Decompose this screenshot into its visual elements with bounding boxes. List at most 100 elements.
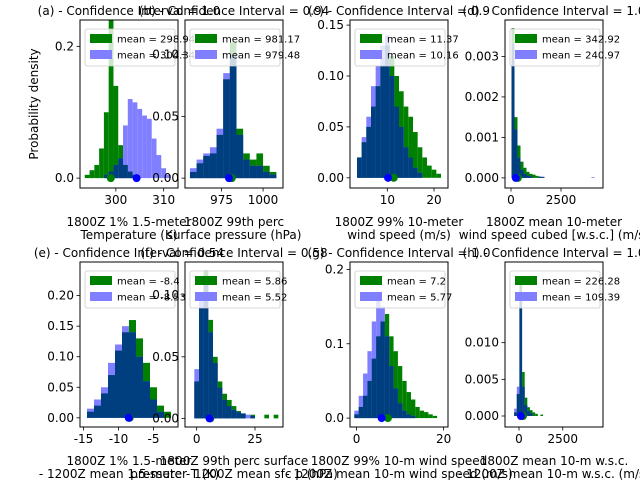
legend-swatch-2 (360, 292, 382, 301)
x-axis-label: 1800Z 99% 10-meter (335, 215, 464, 229)
plot-area (354, 299, 438, 419)
x-axis-label: Temperature (K) (79, 228, 177, 242)
mean-marker-series-2 (124, 413, 133, 422)
legend-entry-2: mean = 109.39 (542, 293, 620, 304)
plot-area (357, 35, 441, 178)
histogram-overlap-bar (519, 291, 523, 416)
histogram-overlap-bar (150, 399, 157, 418)
legend: mean = 342.92 mean = 240.97 (509, 28, 620, 67)
histogram-bar-series-2 (166, 174, 171, 179)
histogram-bar-series-1 (529, 410, 533, 416)
histogram-bar-series-1 (532, 174, 536, 178)
y-tick-label: 0.001 (465, 130, 499, 144)
y-tick-label: 0.0 (325, 411, 344, 425)
histogram-overlap-bar (389, 366, 394, 419)
x-tick-label: -5 (148, 432, 160, 446)
histogram-overlap-bar (410, 415, 416, 419)
mean-marker-series-2 (511, 173, 520, 182)
x-tick-label: -15 (74, 432, 94, 446)
legend-entry-1: mean = 11.37 (387, 35, 459, 46)
chart-panel-b: 975 1000 0.00 0.05 0.10 (b) - Confidence Inte… (139, 4, 330, 242)
histogram-overlap-bar (357, 157, 362, 178)
histogram-bar-series-1 (410, 399, 416, 419)
histogram-overlap-bar (408, 157, 413, 178)
x-axis-label: 1800Z 99th perc surface (160, 454, 308, 468)
histogram-overlap-bar (127, 171, 133, 179)
x-tick-label: 0 (515, 432, 523, 446)
x-tick-label: 975 (210, 193, 233, 207)
histogram-overlap-bar (367, 380, 372, 419)
histogram-bar-series-1 (532, 412, 536, 416)
y-tick-label: 0.10 (152, 288, 179, 302)
y-tick-label: 0.2 (55, 39, 74, 53)
legend-swatch-2 (195, 292, 217, 301)
histogram-overlap-bar (523, 173, 527, 178)
x-axis-label: 1800Z 99th perc (184, 215, 284, 229)
histogram-overlap-bar (399, 126, 404, 178)
histogram-bar-series-1 (89, 170, 95, 179)
histogram-overlap-bar (113, 164, 119, 179)
y-tick-label: 0.10 (317, 69, 344, 83)
histogram-bar-series-1 (428, 414, 433, 419)
legend-entry-2: mean = 240.97 (542, 51, 620, 62)
axes-frame (184, 19, 284, 189)
histogram-overlap-bar (227, 406, 232, 419)
chart-panel-c: 10 20 0.00 0.05 0.10 0.15(c) - Confidence Int… (308, 4, 490, 242)
y-tick-label: 0.05 (317, 120, 344, 134)
y-tick-label: 0.000 (465, 171, 499, 185)
chart-panel-h: 0 2500 0.000 0.005 0.010 (h) - Confidence Int… (458, 246, 640, 480)
histogram-overlap-bar (101, 393, 108, 418)
chart-panel-e: -15 -10 -5 0.00 0.05 0.10 0.15 0.20 (e) - Confid… (34, 246, 224, 480)
mean-marker-series-2 (516, 412, 525, 420)
histogram-overlap-bar (385, 45, 390, 178)
histogram-bar-series-2 (245, 414, 251, 419)
x-tick-label: 10 (380, 193, 395, 207)
x-axis-label: wind speed cubed [w.s.c.] (m/s) (459, 228, 640, 242)
histogram-bar-series-1 (108, 20, 114, 179)
histogram-bar-series-2 (137, 108, 143, 179)
x-axis-label: pressure - 1200Z mean sfc p (hPa) (130, 467, 338, 480)
x-axis-label: surface pressure (hPa) (167, 228, 302, 242)
histogram-bar-series-1 (535, 413, 538, 416)
histogram-bar-series-1 (431, 169, 437, 178)
histogram-overlap-bar (241, 413, 246, 419)
histogram-bar-series-2 (151, 138, 157, 179)
histogram-overlap-bar (366, 126, 371, 178)
x-tick-label: 25 (247, 432, 262, 446)
legend-swatch-1 (195, 276, 217, 285)
histogram-bar-series-1 (427, 165, 432, 178)
x-axis-label: wind speed (m/s) (347, 228, 451, 242)
histogram-overlap-bar (389, 76, 395, 178)
histogram-overlap-bar (217, 387, 223, 419)
legend-swatch-1 (90, 34, 112, 43)
legend-entry-1: mean = 342.92 (542, 35, 620, 46)
legend-swatch-1 (90, 276, 112, 285)
axes-frame (349, 261, 449, 428)
y-tick-label: 0.05 (152, 350, 179, 364)
y-axis-label: Probability density (27, 48, 41, 159)
histogram-overlap-bar (129, 332, 136, 418)
histogram-overlap-bar (143, 381, 150, 418)
histogram-overlap-bar (136, 356, 143, 418)
histogram-overlap-bar (203, 282, 209, 419)
histogram-bar-series-2 (156, 155, 162, 179)
histogram-overlap-bar (199, 307, 204, 419)
histogram-overlap-bar (236, 134, 244, 179)
panel-title: (f) - Confidence Interval = 0.58 (140, 246, 327, 260)
histogram-overlap-bar (236, 412, 241, 419)
histogram-overlap-bar (375, 86, 381, 178)
axes-frame (349, 19, 449, 189)
histogram-bar-series-1 (535, 175, 539, 178)
mean-marker-series-2 (132, 174, 141, 183)
histogram-overlap-bar (529, 413, 533, 416)
histogram-overlap-bar (541, 177, 545, 178)
legend-swatch-2 (90, 50, 112, 59)
histogram-overlap-bar (118, 158, 124, 179)
histogram-overlap-bar (413, 167, 418, 178)
legend: mean = 298.94 mean = 304.34 (84, 28, 195, 67)
y-tick-label: 0.05 (47, 380, 74, 394)
histogram-bar-series-2 (146, 118, 152, 179)
histogram-bar-series-1 (402, 380, 407, 419)
histogram-overlap-bar (157, 411, 164, 418)
panel-title: (h) - Confidence Interval = 1.0 (463, 246, 640, 260)
